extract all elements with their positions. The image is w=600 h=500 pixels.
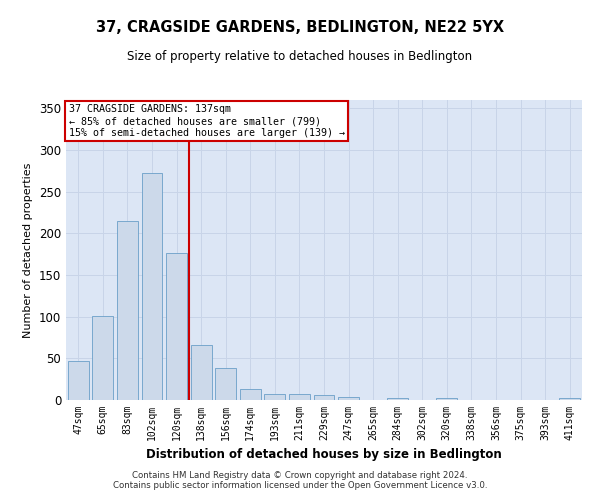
Bar [117, 221, 138, 400]
Bar [265, 394, 286, 400]
Text: 37, CRAGSIDE GARDENS, BEDLINGTON, NE22 5YX: 37, CRAGSIDE GARDENS, BEDLINGTON, NE22 5… [96, 20, 504, 35]
Bar [240, 389, 261, 400]
Bar [436, 398, 457, 400]
Bar [387, 398, 408, 400]
X-axis label: Distribution of detached houses by size in Bedlington: Distribution of detached houses by size … [146, 448, 502, 462]
Bar [92, 316, 113, 400]
Bar [215, 368, 236, 400]
Bar [142, 174, 163, 400]
Bar [166, 254, 187, 400]
Bar [191, 345, 212, 400]
Text: Contains HM Land Registry data © Crown copyright and database right 2024.
Contai: Contains HM Land Registry data © Crown c… [113, 470, 487, 490]
Bar [559, 398, 580, 400]
Bar [289, 394, 310, 400]
Bar [314, 395, 334, 400]
Text: Size of property relative to detached houses in Bedlington: Size of property relative to detached ho… [127, 50, 473, 63]
Y-axis label: Number of detached properties: Number of detached properties [23, 162, 34, 338]
Text: 37 CRAGSIDE GARDENS: 137sqm
← 85% of detached houses are smaller (799)
15% of se: 37 CRAGSIDE GARDENS: 137sqm ← 85% of det… [68, 104, 344, 138]
Bar [338, 396, 359, 400]
Bar [68, 361, 89, 400]
